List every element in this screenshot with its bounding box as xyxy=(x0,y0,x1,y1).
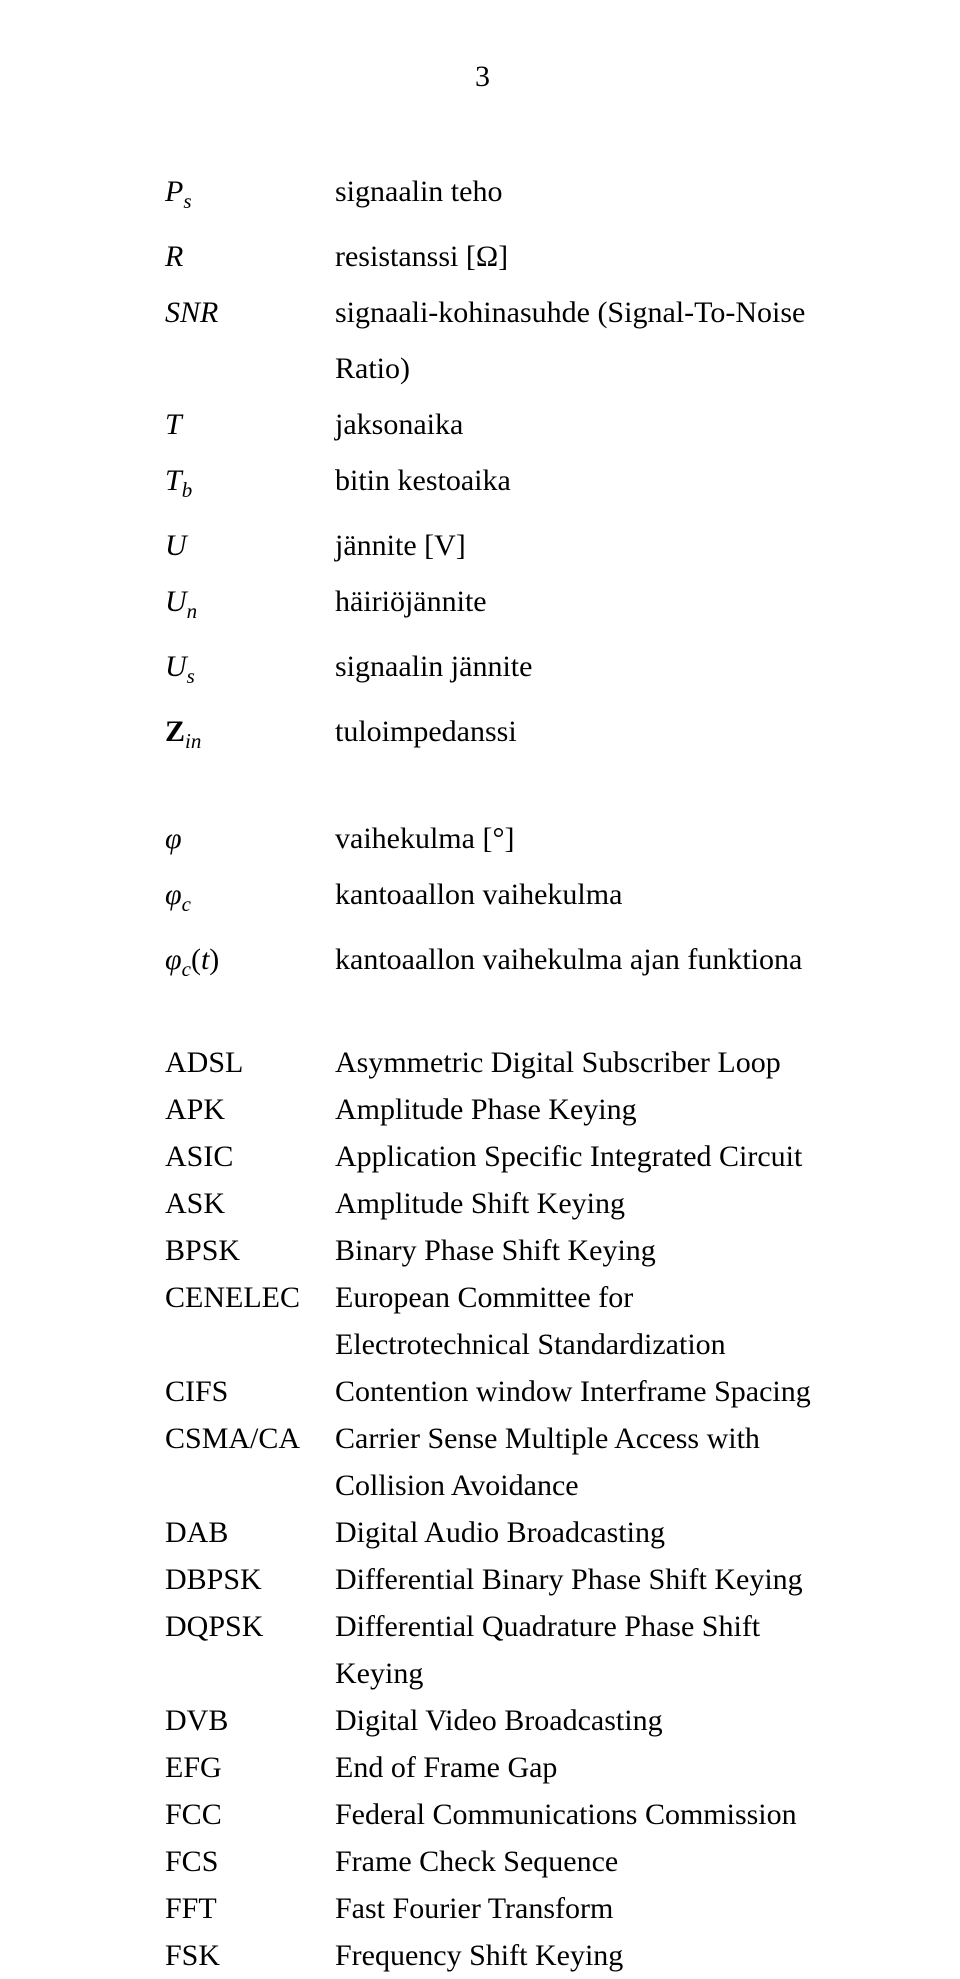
symbol: Us xyxy=(165,639,335,704)
symbol: T xyxy=(165,397,335,453)
abbreviation-row: FFTFast Fourier Transform xyxy=(165,1885,830,1932)
abbreviation-row: FCCFederal Communications Commission xyxy=(165,1791,830,1838)
abbreviation: BPSK xyxy=(165,1227,335,1274)
abbreviation-row: DQPSKDifferential Quadrature Phase Shift… xyxy=(165,1603,830,1697)
definition-text: jaksonaika xyxy=(335,397,830,453)
definition-text: jännite [V] xyxy=(335,518,830,574)
symbol: φ xyxy=(165,811,335,867)
abbreviation-expansion: Differential Quadrature Phase Shift Keyi… xyxy=(335,1603,830,1697)
symbol-definitions-2: φvaihekulma [°]φckantoaallon vaihekulmaφ… xyxy=(165,811,830,997)
definition-text: signaalin teho xyxy=(335,164,830,220)
abbreviation: APK xyxy=(165,1086,335,1133)
definition-row: Unhäiriöjännite xyxy=(165,574,830,639)
abbreviation-expansion: European Committee for Electrotechnical … xyxy=(335,1274,830,1368)
abbreviation-expansion: Digital Video Broadcasting xyxy=(335,1697,830,1744)
abbreviation: ASK xyxy=(165,1180,335,1227)
abbreviation-row: CSMA/CACarrier Sense Multiple Access wit… xyxy=(165,1415,830,1509)
definition-text: kantoaallon vaihekulma xyxy=(335,867,830,923)
abbreviation: DBPSK xyxy=(165,1556,335,1603)
definition-row: Rresistanssi [Ω] xyxy=(165,229,830,285)
abbreviation: FFT xyxy=(165,1885,335,1932)
abbreviation-row: APKAmplitude Phase Keying xyxy=(165,1086,830,1133)
abbreviation-row: DVBDigital Video Broadcasting xyxy=(165,1697,830,1744)
document-page: 3 Pssignaalin tehoRresistanssi [Ω]SNRsig… xyxy=(0,0,960,1953)
definition-row: φc(t)kantoaallon vaihekulma ajan funktio… xyxy=(165,932,830,997)
definition-text: häiriöjännite xyxy=(335,574,830,630)
abbreviation-row: DABDigital Audio Broadcasting xyxy=(165,1509,830,1556)
abbreviation-row: ASICApplication Specific Integrated Circ… xyxy=(165,1133,830,1180)
abbreviation-row: DBPSKDifferential Binary Phase Shift Key… xyxy=(165,1556,830,1603)
abbreviation-list: ADSLAsymmetric Digital Subscriber LoopAP… xyxy=(165,1039,830,1979)
definition-row: SNRsignaali-kohinasuhde (Signal-To-Noise… xyxy=(165,285,830,397)
abbreviation: FCC xyxy=(165,1791,335,1838)
abbreviation-row: EFGEnd of Frame Gap xyxy=(165,1744,830,1791)
abbreviation-expansion: Frequency Shift Keying xyxy=(335,1932,830,1979)
abbreviation-row: CENELECEuropean Committee for Electrotec… xyxy=(165,1274,830,1368)
abbreviation-row: BPSKBinary Phase Shift Keying xyxy=(165,1227,830,1274)
abbreviation: FCS xyxy=(165,1838,335,1885)
definition-text: resistanssi [Ω] xyxy=(335,229,830,285)
symbol: Ps xyxy=(165,164,335,229)
definition-row: Tjaksonaika xyxy=(165,397,830,453)
abbreviation-expansion: Federal Communications Commission xyxy=(335,1791,830,1838)
abbreviation-expansion: Application Specific Integrated Circuit xyxy=(335,1133,830,1180)
definition-row: Ujännite [V] xyxy=(165,518,830,574)
abbreviation: EFG xyxy=(165,1744,335,1791)
page-number: 3 xyxy=(135,60,830,94)
abbreviation-expansion: Carrier Sense Multiple Access with Colli… xyxy=(335,1415,830,1509)
abbreviation: ASIC xyxy=(165,1133,335,1180)
definition-row: Pssignaalin teho xyxy=(165,164,830,229)
abbreviation: ADSL xyxy=(165,1039,335,1086)
definition-row: Ussignaalin jännite xyxy=(165,639,830,704)
definition-text: signaalin jännite xyxy=(335,639,830,695)
abbreviation-row: ASKAmplitude Shift Keying xyxy=(165,1180,830,1227)
abbreviation-expansion: End of Frame Gap xyxy=(335,1744,830,1791)
abbreviation: DQPSK xyxy=(165,1603,335,1650)
abbreviation: FSK xyxy=(165,1932,335,1979)
definition-row: Tbbitin kestoaika xyxy=(165,453,830,518)
definition-text: kantoaallon vaihekulma ajan funktiona xyxy=(335,932,830,988)
definition-text: vaihekulma [°] xyxy=(335,811,830,867)
symbol-definitions-1: Pssignaalin tehoRresistanssi [Ω]SNRsigna… xyxy=(165,164,830,769)
abbreviation-row: CIFSContention window Interframe Spacing xyxy=(165,1368,830,1415)
abbreviation: DAB xyxy=(165,1509,335,1556)
abbreviation-expansion: Amplitude Phase Keying xyxy=(335,1086,830,1133)
abbreviation-row: FCSFrame Check Sequence xyxy=(165,1838,830,1885)
definition-text: bitin kestoaika xyxy=(335,453,830,509)
symbol: Un xyxy=(165,574,335,639)
abbreviation-row: FSKFrequency Shift Keying xyxy=(165,1932,830,1979)
symbol: φc(t) xyxy=(165,932,335,997)
definition-row: φvaihekulma [°] xyxy=(165,811,830,867)
definition-row: φckantoaallon vaihekulma xyxy=(165,867,830,932)
definition-row: Zintuloimpedanssi xyxy=(165,704,830,769)
abbreviation: DVB xyxy=(165,1697,335,1744)
abbreviation-expansion: Digital Audio Broadcasting xyxy=(335,1509,830,1556)
abbreviation: CSMA/CA xyxy=(165,1415,335,1462)
abbreviation-expansion: Differential Binary Phase Shift Keying xyxy=(335,1556,830,1603)
symbol: U xyxy=(165,518,335,574)
abbreviation: CENELEC xyxy=(165,1274,335,1321)
abbreviation-expansion: Binary Phase Shift Keying xyxy=(335,1227,830,1274)
abbreviation-row: ADSLAsymmetric Digital Subscriber Loop xyxy=(165,1039,830,1086)
symbol: Zin xyxy=(165,704,335,769)
abbreviation-expansion: Asymmetric Digital Subscriber Loop xyxy=(335,1039,830,1086)
abbreviation: CIFS xyxy=(165,1368,335,1415)
symbol: SNR xyxy=(165,285,335,341)
symbol: Tb xyxy=(165,453,335,518)
abbreviation-expansion: Amplitude Shift Keying xyxy=(335,1180,830,1227)
symbol: φc xyxy=(165,867,335,932)
definition-text: signaali-kohinasuhde (Signal-To-Noise Ra… xyxy=(335,285,830,397)
symbol: R xyxy=(165,229,335,285)
definition-text: tuloimpedanssi xyxy=(335,704,830,760)
abbreviation-expansion: Contention window Interframe Spacing xyxy=(335,1368,830,1415)
abbreviation-expansion: Frame Check Sequence xyxy=(335,1838,830,1885)
abbreviation-expansion: Fast Fourier Transform xyxy=(335,1885,830,1932)
